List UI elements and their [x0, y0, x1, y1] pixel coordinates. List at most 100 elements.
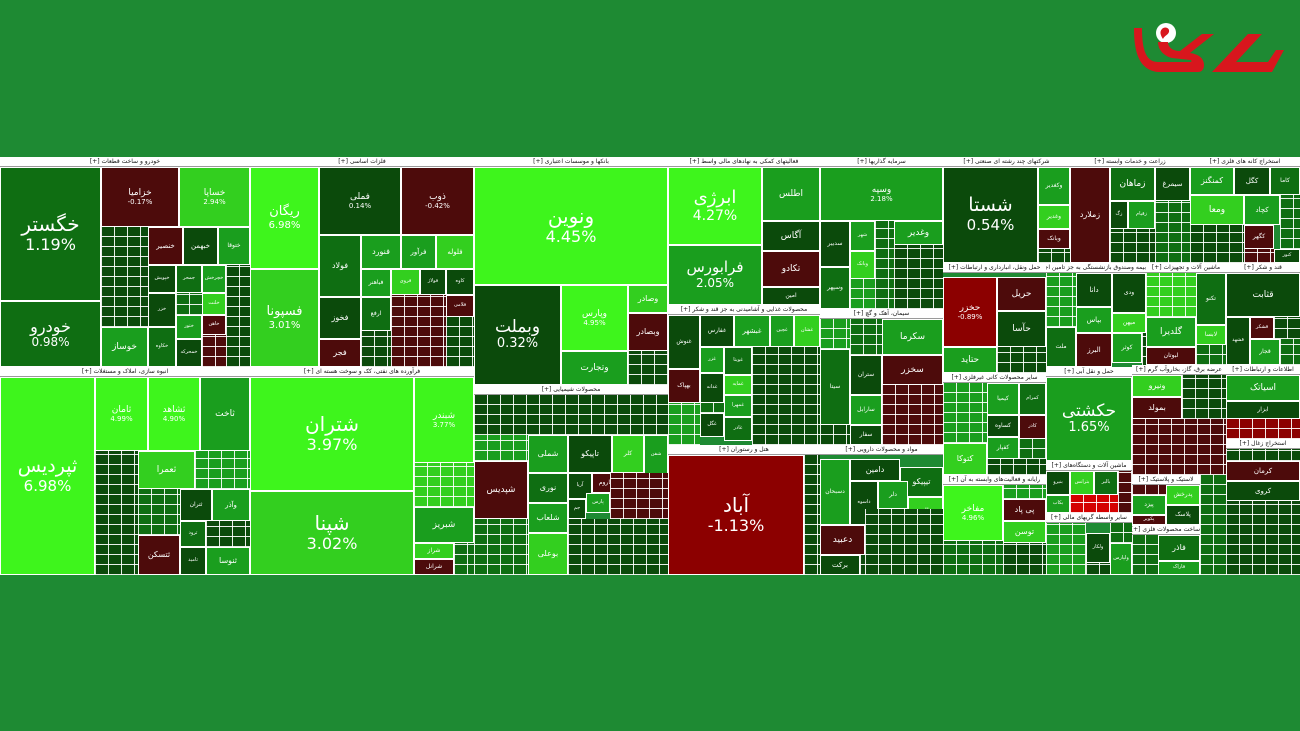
symbol-tile[interactable]: کروی — [1226, 481, 1300, 501]
symbol-tile[interactable]: حریل — [997, 277, 1046, 311]
symbol-tile[interactable]: فاراک — [1158, 561, 1200, 575]
sector-block[interactable]: شرکتهای چند رشته ای صنعتی [+] شستا 0.54% … — [943, 157, 1070, 263]
symbol-tile[interactable]: کاوه — [446, 269, 474, 295]
symbol-tile[interactable]: فولاد — [319, 235, 361, 297]
symbol-tile[interactable]: دامین — [850, 459, 900, 481]
symbol-tile[interactable]: دسبحان — [820, 459, 850, 525]
symbol-tile[interactable]: نوری — [528, 473, 568, 503]
symbol-tile[interactable]: غدانه — [700, 373, 724, 403]
sector-header[interactable]: محصولات غذایی و آشامیدنی به جز قند و شکر… — [668, 305, 820, 315]
symbol-tile[interactable]: فباهنر — [361, 269, 391, 297]
symbol-tile[interactable]: خپویش — [148, 265, 176, 293]
sector-header[interactable]: خودرو و ساخت قطعات [+] — [0, 157, 250, 167]
symbol-tile[interactable]: ولکار — [1086, 533, 1110, 563]
symbol-tile[interactable]: ستران — [850, 355, 882, 395]
symbol-tile[interactable]: غمهرا — [724, 395, 752, 417]
symbol-tile[interactable]: ونوین 4.45% — [474, 167, 668, 285]
sector-block[interactable]: ماشین آلات و دستگاه‌های [+] بنیرو بالبر … — [1046, 461, 1132, 513]
symbol-tile[interactable]: تکنو — [1196, 273, 1226, 325]
symbol-tile[interactable]: غشان — [794, 315, 820, 347]
symbol-tile[interactable]: غویتا — [724, 347, 752, 375]
symbol-tile[interactable]: فرابورس 2.05% — [668, 245, 762, 305]
symbol-tile[interactable]: شهر — [850, 221, 875, 251]
symbol-tile[interactable]: زماهان — [1110, 167, 1155, 201]
symbol-tile[interactable]: کمنگنز — [1190, 167, 1234, 195]
symbol-tile[interactable]: کنور — [1274, 249, 1300, 263]
symbol-tile[interactable]: جم — [568, 499, 586, 519]
symbol-tile[interactable]: وصادر — [628, 285, 668, 313]
symbol-tile[interactable]: حآسا — [997, 311, 1046, 347]
symbol-tile[interactable]: فولاژ — [420, 269, 446, 295]
symbol-tile[interactable]: شپدیس — [474, 461, 528, 519]
symbol-tile[interactable]: شلعاب — [528, 503, 568, 533]
symbol-tile[interactable]: فرآور — [401, 235, 436, 269]
symbol-tile[interactable]: زقیام — [1128, 201, 1155, 229]
sector-block[interactable]: فلزات اساسی [+] ریگان 6.98% فسپونا 3.01% ف… — [250, 157, 474, 367]
symbol-tile[interactable]: قشهد — [1226, 317, 1250, 365]
sector-block[interactable]: قند و شکر [+] قشکر قشهد قجار قثابت — [1226, 263, 1300, 365]
sector-block[interactable]: محصولات شیمیایی [+] شفن کلر شاروم آریا ش… — [474, 385, 668, 575]
sector-header[interactable]: سایر واسطه گریهای مالی [+] — [1046, 513, 1132, 523]
symbol-tile[interactable]: کاما — [1270, 167, 1300, 195]
symbol-tile[interactable]: فلامی — [446, 295, 474, 317]
symbol-tile[interactable]: شبندر 3.77% — [414, 377, 474, 463]
symbol-tile[interactable]: وغدیر — [1038, 205, 1070, 229]
symbol-tile[interactable]: فجر — [319, 339, 361, 367]
symbol-tile[interactable]: ثاخت — [200, 377, 250, 451]
symbol-tile[interactable]: دعبید — [820, 525, 865, 555]
symbol-tile[interactable]: شراز — [414, 543, 454, 559]
symbol-tile[interactable]: غفارس — [700, 315, 734, 347]
sector-header[interactable]: لاستیک و پلاستیک [+] — [1132, 475, 1200, 485]
symbol-tile[interactable]: وآذر — [212, 489, 250, 521]
sector-header[interactable]: زراعت و خدمات وابسته [+] — [1070, 157, 1190, 167]
sector-header[interactable]: انبوه سازی، املاک و مستغلات [+] — [0, 367, 250, 377]
symbol-tile[interactable]: ذوب -0.42% — [401, 167, 474, 235]
symbol-tile[interactable]: ابزار — [1226, 401, 1300, 419]
symbol-tile[interactable]: پکویر — [1132, 515, 1166, 525]
symbol-tile[interactable]: جمحر — [176, 265, 202, 293]
symbol-tile[interactable]: قشکر — [1250, 317, 1274, 339]
sector-block[interactable]: خودرو و ساخت قطعات [+] خگستر 1.19% خودرو 0… — [0, 157, 250, 367]
symbol-tile[interactable]: پلاسک — [1166, 505, 1200, 525]
symbol-tile[interactable]: سدبیر — [820, 221, 850, 267]
symbol-tile[interactable]: تاپیکو — [568, 435, 612, 473]
symbol-tile[interactable]: کلر — [612, 435, 644, 473]
symbol-tile[interactable]: لابسا — [1196, 325, 1226, 345]
symbol-tile[interactable]: بترانس — [1070, 471, 1094, 495]
symbol-tile[interactable]: فاذر — [1158, 535, 1200, 561]
symbol-tile[interactable]: ثامید — [180, 547, 206, 575]
symbol-tile[interactable]: شرانل — [414, 559, 454, 575]
symbol-tile[interactable]: ثرود — [180, 521, 206, 547]
symbol-tile[interactable]: خنصیر — [148, 227, 183, 265]
sector-block[interactable]: استخراج کانه های فلزی [+] کگل کاما کچاد … — [1190, 157, 1300, 263]
symbol-tile[interactable]: ابرژی 4.27% — [668, 167, 762, 245]
symbol-tile[interactable]: سیتا — [820, 349, 850, 425]
symbol-tile[interactable]: خزر — [148, 293, 176, 327]
symbol-tile[interactable]: خبهمن — [183, 227, 218, 265]
sector-header[interactable]: حمل ونقل، انبارداری و ارتباطات [+] — [943, 263, 1046, 273]
symbol-tile[interactable]: دانا — [1076, 273, 1112, 307]
sector-header[interactable]: رایانه و فعالیت‌های وابسته به آن [+] — [943, 475, 1046, 485]
sector-header[interactable]: فعالیتهای کمکی به نهادهای مالی واسط [+] — [668, 157, 820, 167]
symbol-tile[interactable]: بالبر — [1094, 471, 1118, 495]
symbol-tile[interactable]: کمرام — [1019, 383, 1046, 415]
sector-block[interactable]: سرمایه گذاریها [+] وسپه 2.18% وغدیر سدبیر… — [820, 157, 943, 309]
symbol-tile[interactable]: قثابت — [1226, 273, 1300, 317]
symbol-tile[interactable]: کگل — [1234, 167, 1270, 195]
symbol-tile[interactable]: توسن — [1003, 521, 1046, 543]
sector-block[interactable]: بانکها و موسسات اعتباری [+] ونوین 4.45% و… — [474, 157, 668, 385]
symbol-tile[interactable]: پارس — [586, 493, 610, 513]
sector-block[interactable]: سایر محصولات کانی غیرفلزی [+] کیمیا کساو… — [943, 373, 1046, 475]
symbol-tile[interactable]: فلوله — [436, 235, 474, 269]
symbol-tile[interactable]: ثعمرا — [138, 451, 195, 489]
symbol-tile[interactable]: شفن — [644, 435, 668, 475]
sector-block[interactable]: لاستیک و پلاستیک [+] پیزد پدرخش پکویر پل… — [1132, 475, 1200, 525]
sector-header[interactable]: فلزات اساسی [+] — [250, 157, 474, 167]
symbol-tile[interactable]: کرمان — [1226, 461, 1300, 481]
symbol-tile[interactable]: ارفع — [361, 297, 391, 331]
symbol-tile[interactable]: وبصادر — [628, 313, 668, 351]
symbol-tile[interactable]: سیمرغ — [1155, 167, 1190, 201]
symbol-tile[interactable]: ثامان 4.99% — [95, 377, 148, 451]
symbol-tile[interactable]: قجار — [1250, 339, 1280, 365]
symbol-tile[interactable]: کاذر — [1019, 415, 1046, 439]
